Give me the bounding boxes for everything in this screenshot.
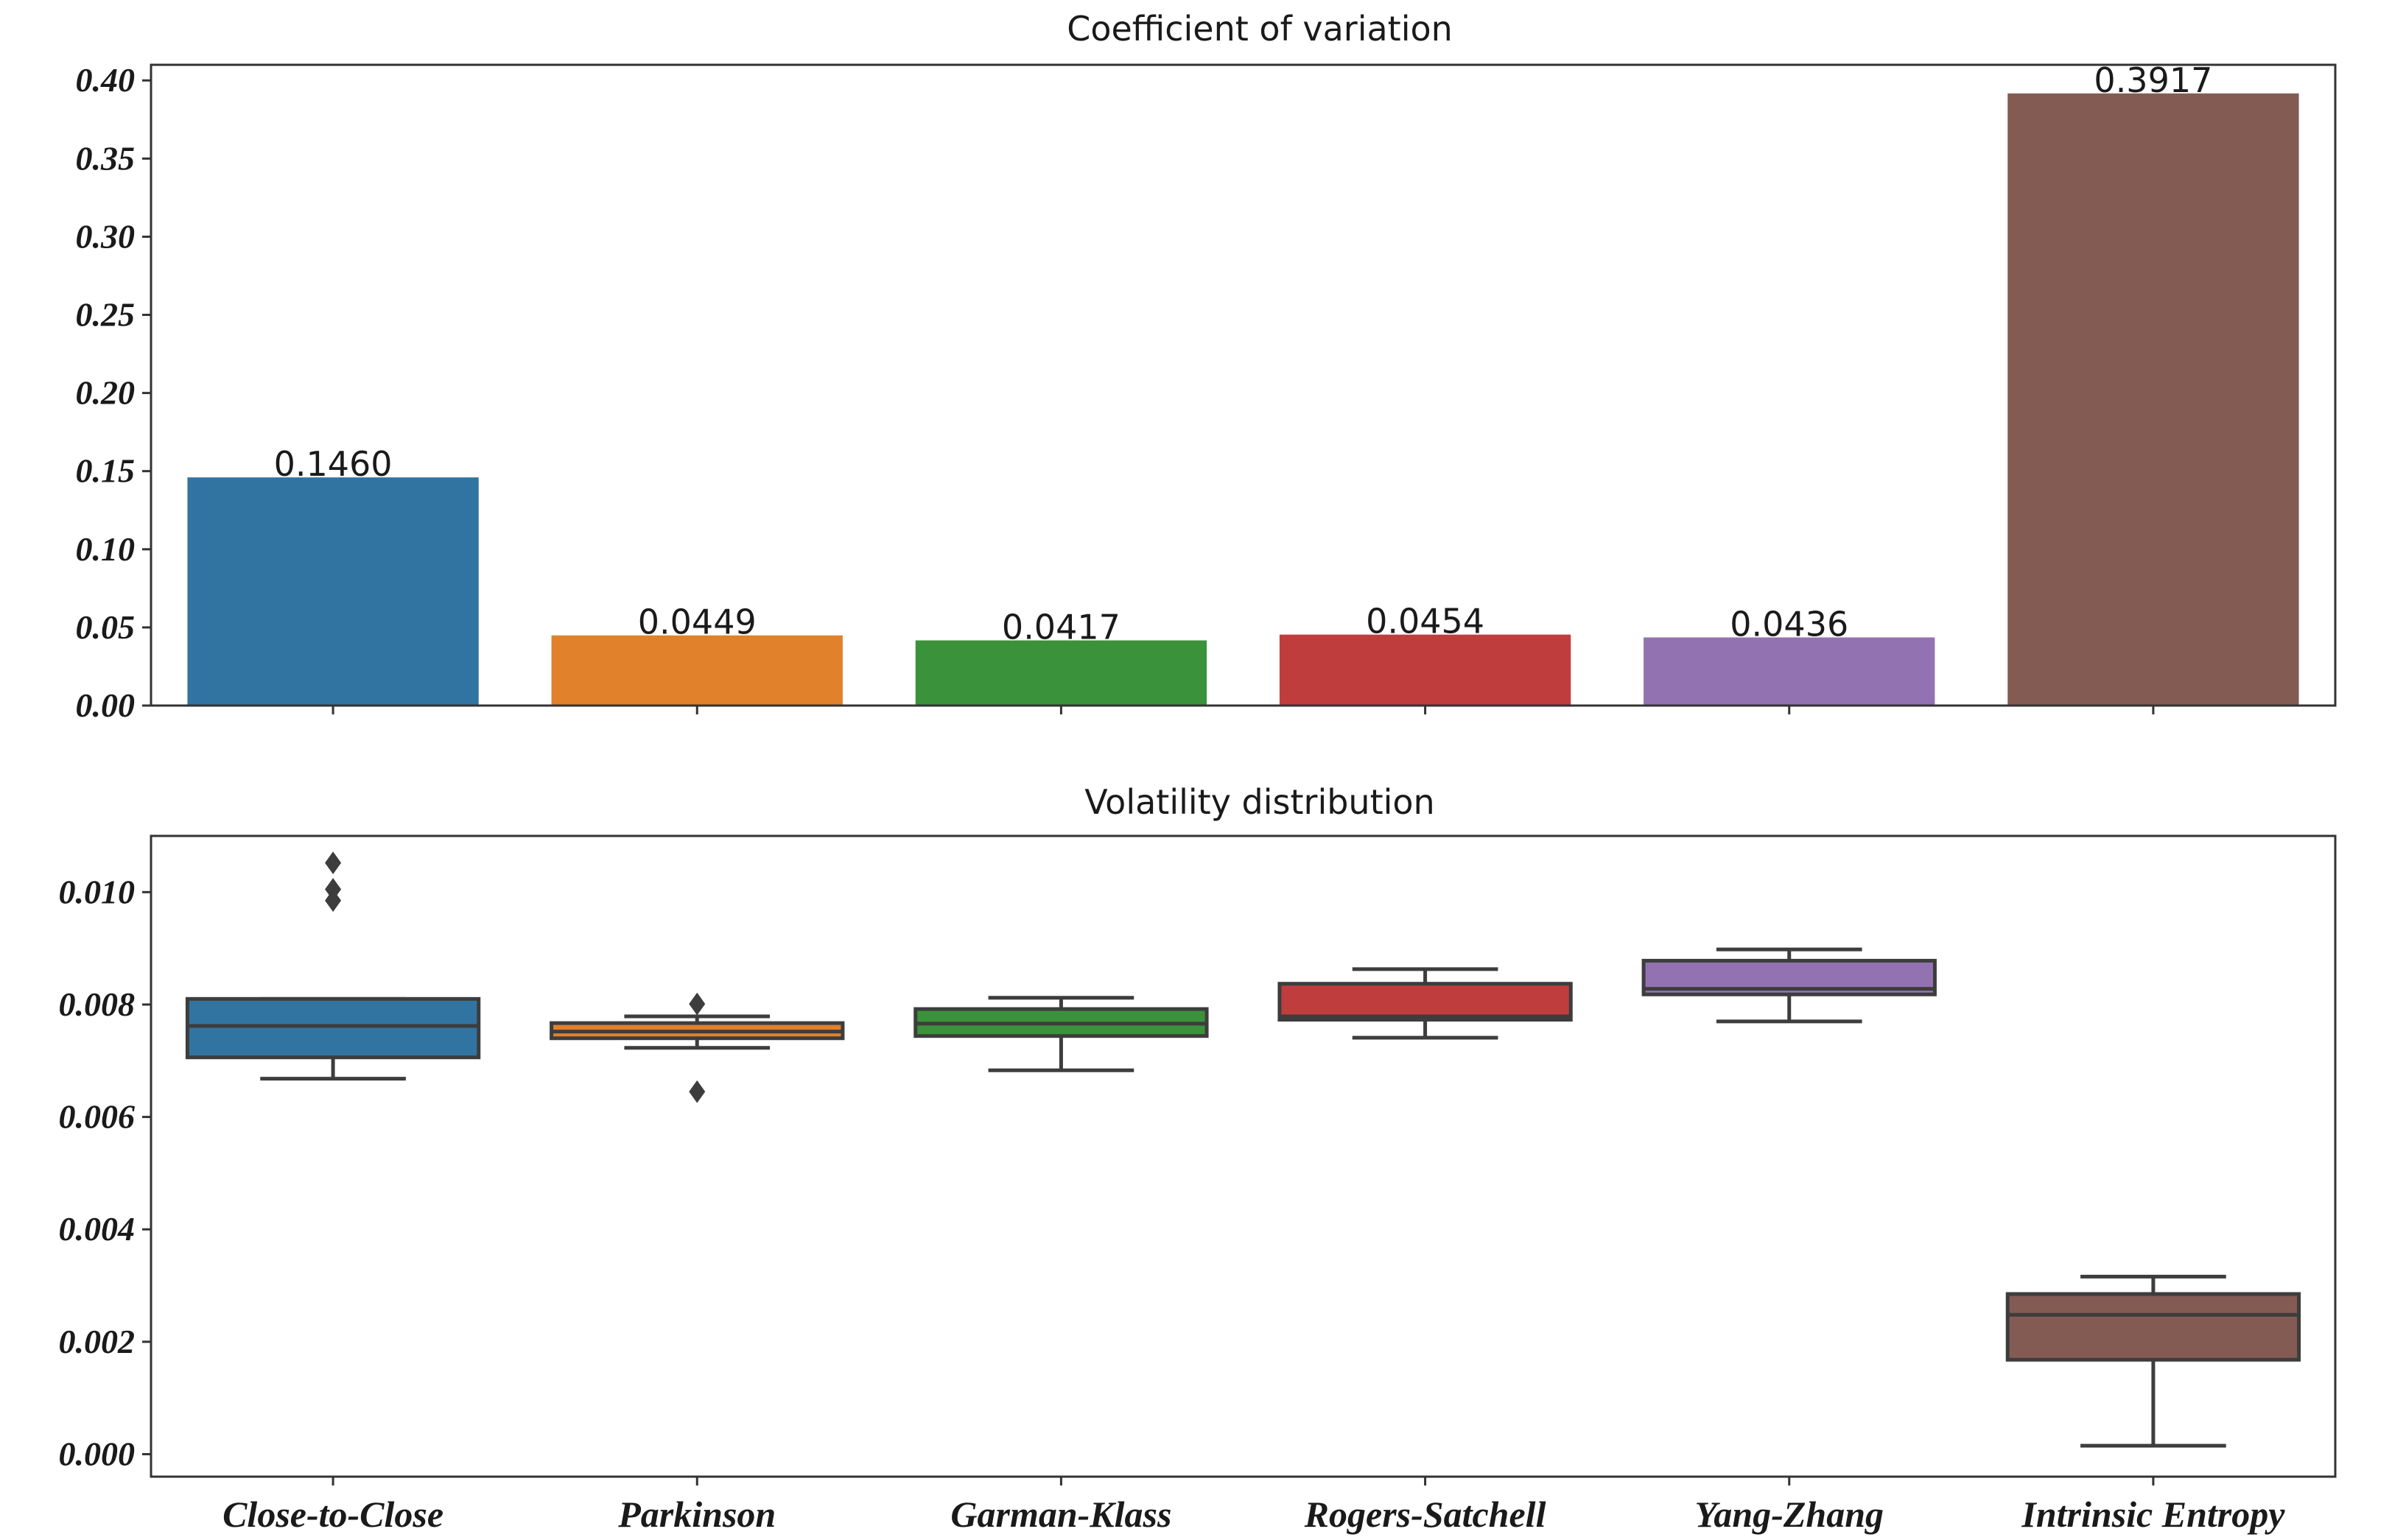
box-parkinson bbox=[550, 992, 845, 1103]
box-close-to-close bbox=[185, 851, 481, 1081]
box-intrinsic-entropy bbox=[2005, 1274, 2301, 1448]
box-garman-klass bbox=[913, 996, 1209, 1072]
bar-garman-klass bbox=[915, 640, 1207, 706]
x-tick-label-parkinson: Parkinson bbox=[617, 1494, 776, 1535]
y-tick-label: 0.010 bbox=[59, 873, 136, 910]
y-tick-label: 0.10 bbox=[76, 530, 136, 568]
y-tick-label: 0.15 bbox=[76, 452, 136, 490]
y-tick-label: 0.004 bbox=[59, 1210, 136, 1248]
outlier-point bbox=[689, 1080, 706, 1103]
box-iqr bbox=[2005, 1292, 2301, 1362]
data-label-yang-zhang: 0.0436 bbox=[1730, 604, 1848, 644]
y-tick-label: 0.35 bbox=[76, 139, 136, 177]
y-tick-label: 0.006 bbox=[59, 1098, 136, 1136]
outlier-point bbox=[325, 851, 342, 875]
chart-title-coefficient-of-variation: Coefficient of variation bbox=[1067, 9, 1453, 49]
coefficient-of-variation-chart: Coefficient of variation 0.1460 0.0449 0.0… bbox=[76, 9, 2337, 724]
bar-yang-zhang bbox=[1644, 637, 1935, 706]
outlier-point bbox=[325, 878, 342, 901]
plot-frame bbox=[150, 63, 2337, 707]
y-tick-label: 0.002 bbox=[59, 1323, 136, 1360]
chart-title-volatility-distribution: Volatility distribution bbox=[1084, 782, 1434, 822]
outlier-point bbox=[689, 992, 706, 1016]
y-tick-label: 0.008 bbox=[59, 985, 136, 1023]
y-tick-label: 0.05 bbox=[76, 608, 136, 646]
data-label-parkinson: 0.0449 bbox=[638, 602, 757, 642]
x-tick-label-intrinsic-entropy: Intrinsic Entropy bbox=[2021, 1494, 2285, 1535]
data-label-intrinsic-entropy: 0.3917 bbox=[2094, 60, 2212, 100]
x-tick-label-close-to-close: Close-to-Close bbox=[222, 1494, 443, 1535]
bar-intrinsic-entropy bbox=[2007, 93, 2299, 706]
y-tick-label: 0.30 bbox=[76, 217, 136, 255]
data-label-garman-klass: 0.0417 bbox=[1002, 608, 1120, 647]
box-iqr bbox=[185, 996, 481, 1060]
x-tick-label-garman-klass: Garman-Klass bbox=[950, 1494, 1171, 1535]
y-tick-label: 0.25 bbox=[76, 296, 136, 334]
bar-rogers-satchell bbox=[1279, 634, 1571, 706]
y-tick-label: 0.00 bbox=[76, 686, 136, 724]
x-tick-label-rogers-satchell: Rogers-Satchell bbox=[1304, 1494, 1546, 1535]
plot-frame bbox=[150, 834, 2337, 1478]
x-tick-label-yang-zhang: Yang-Zhang bbox=[1694, 1494, 1884, 1535]
volatility-distribution-chart: Volatility distribution Close-to-Close Pa… bbox=[59, 782, 2337, 1535]
box-iqr bbox=[1277, 982, 1573, 1022]
bar-parkinson bbox=[551, 635, 843, 706]
box-rogers-satchell bbox=[1277, 967, 1573, 1040]
y-tick-label: 0.20 bbox=[76, 374, 136, 412]
data-label-close-to-close: 0.1460 bbox=[274, 444, 393, 484]
y-tick-label: 0.000 bbox=[59, 1435, 136, 1472]
data-label-rogers-satchell: 0.0454 bbox=[1366, 602, 1484, 641]
bar-close-to-close bbox=[187, 477, 479, 706]
y-tick-label: 0.40 bbox=[76, 61, 136, 99]
box-yang-zhang bbox=[1641, 947, 1937, 1024]
